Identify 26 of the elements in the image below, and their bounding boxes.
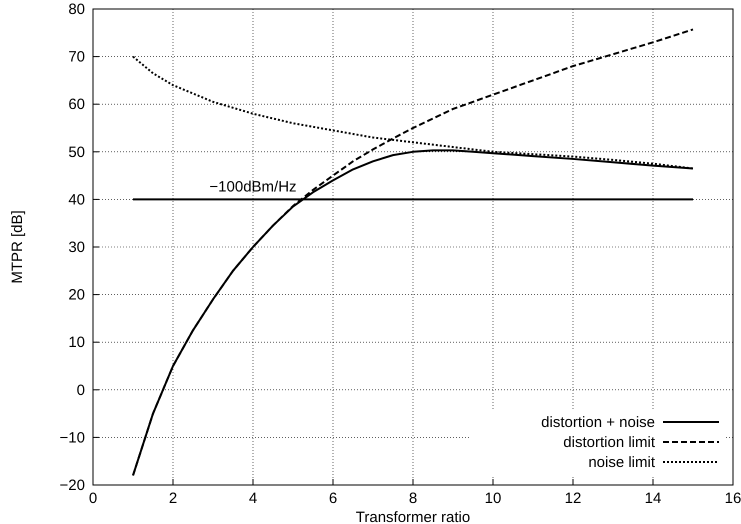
- y-tick-label: −20: [60, 477, 85, 494]
- x-tick-label: 6: [328, 490, 338, 507]
- y-tick-label: 80: [68, 1, 85, 18]
- x-tick-label: 2: [168, 490, 178, 507]
- y-tick-label: 50: [68, 144, 85, 161]
- x-axis-title: Transformer ratio: [356, 509, 470, 524]
- y-tick-label: 30: [68, 239, 85, 256]
- x-tick-label: 0: [88, 490, 98, 507]
- legend-label: distortion limit: [563, 434, 656, 451]
- legend-label: noise limit: [588, 454, 656, 471]
- x-tick-label: 4: [248, 490, 258, 507]
- y-tick-label: 20: [68, 286, 85, 304]
- y-tick-label: 10: [68, 334, 85, 352]
- y-tick-label: 70: [68, 48, 85, 66]
- x-tick-label: 10: [484, 490, 502, 507]
- y-tick-label: 40: [68, 191, 85, 208]
- annotation: −100dBm/Hz: [209, 178, 297, 196]
- x-tick-label: 14: [644, 490, 662, 507]
- y-tick-label: 60: [68, 96, 85, 114]
- x-tick-label: 16: [724, 490, 741, 507]
- x-tick-label: 8: [408, 490, 418, 507]
- x-tick-label: 12: [564, 490, 582, 507]
- legend-label: distortion + noise: [541, 414, 655, 431]
- y-tick-label: −10: [60, 429, 85, 446]
- y-axis-title: MTPR [dB]: [9, 210, 26, 284]
- y-tick-label: 0: [76, 382, 85, 399]
